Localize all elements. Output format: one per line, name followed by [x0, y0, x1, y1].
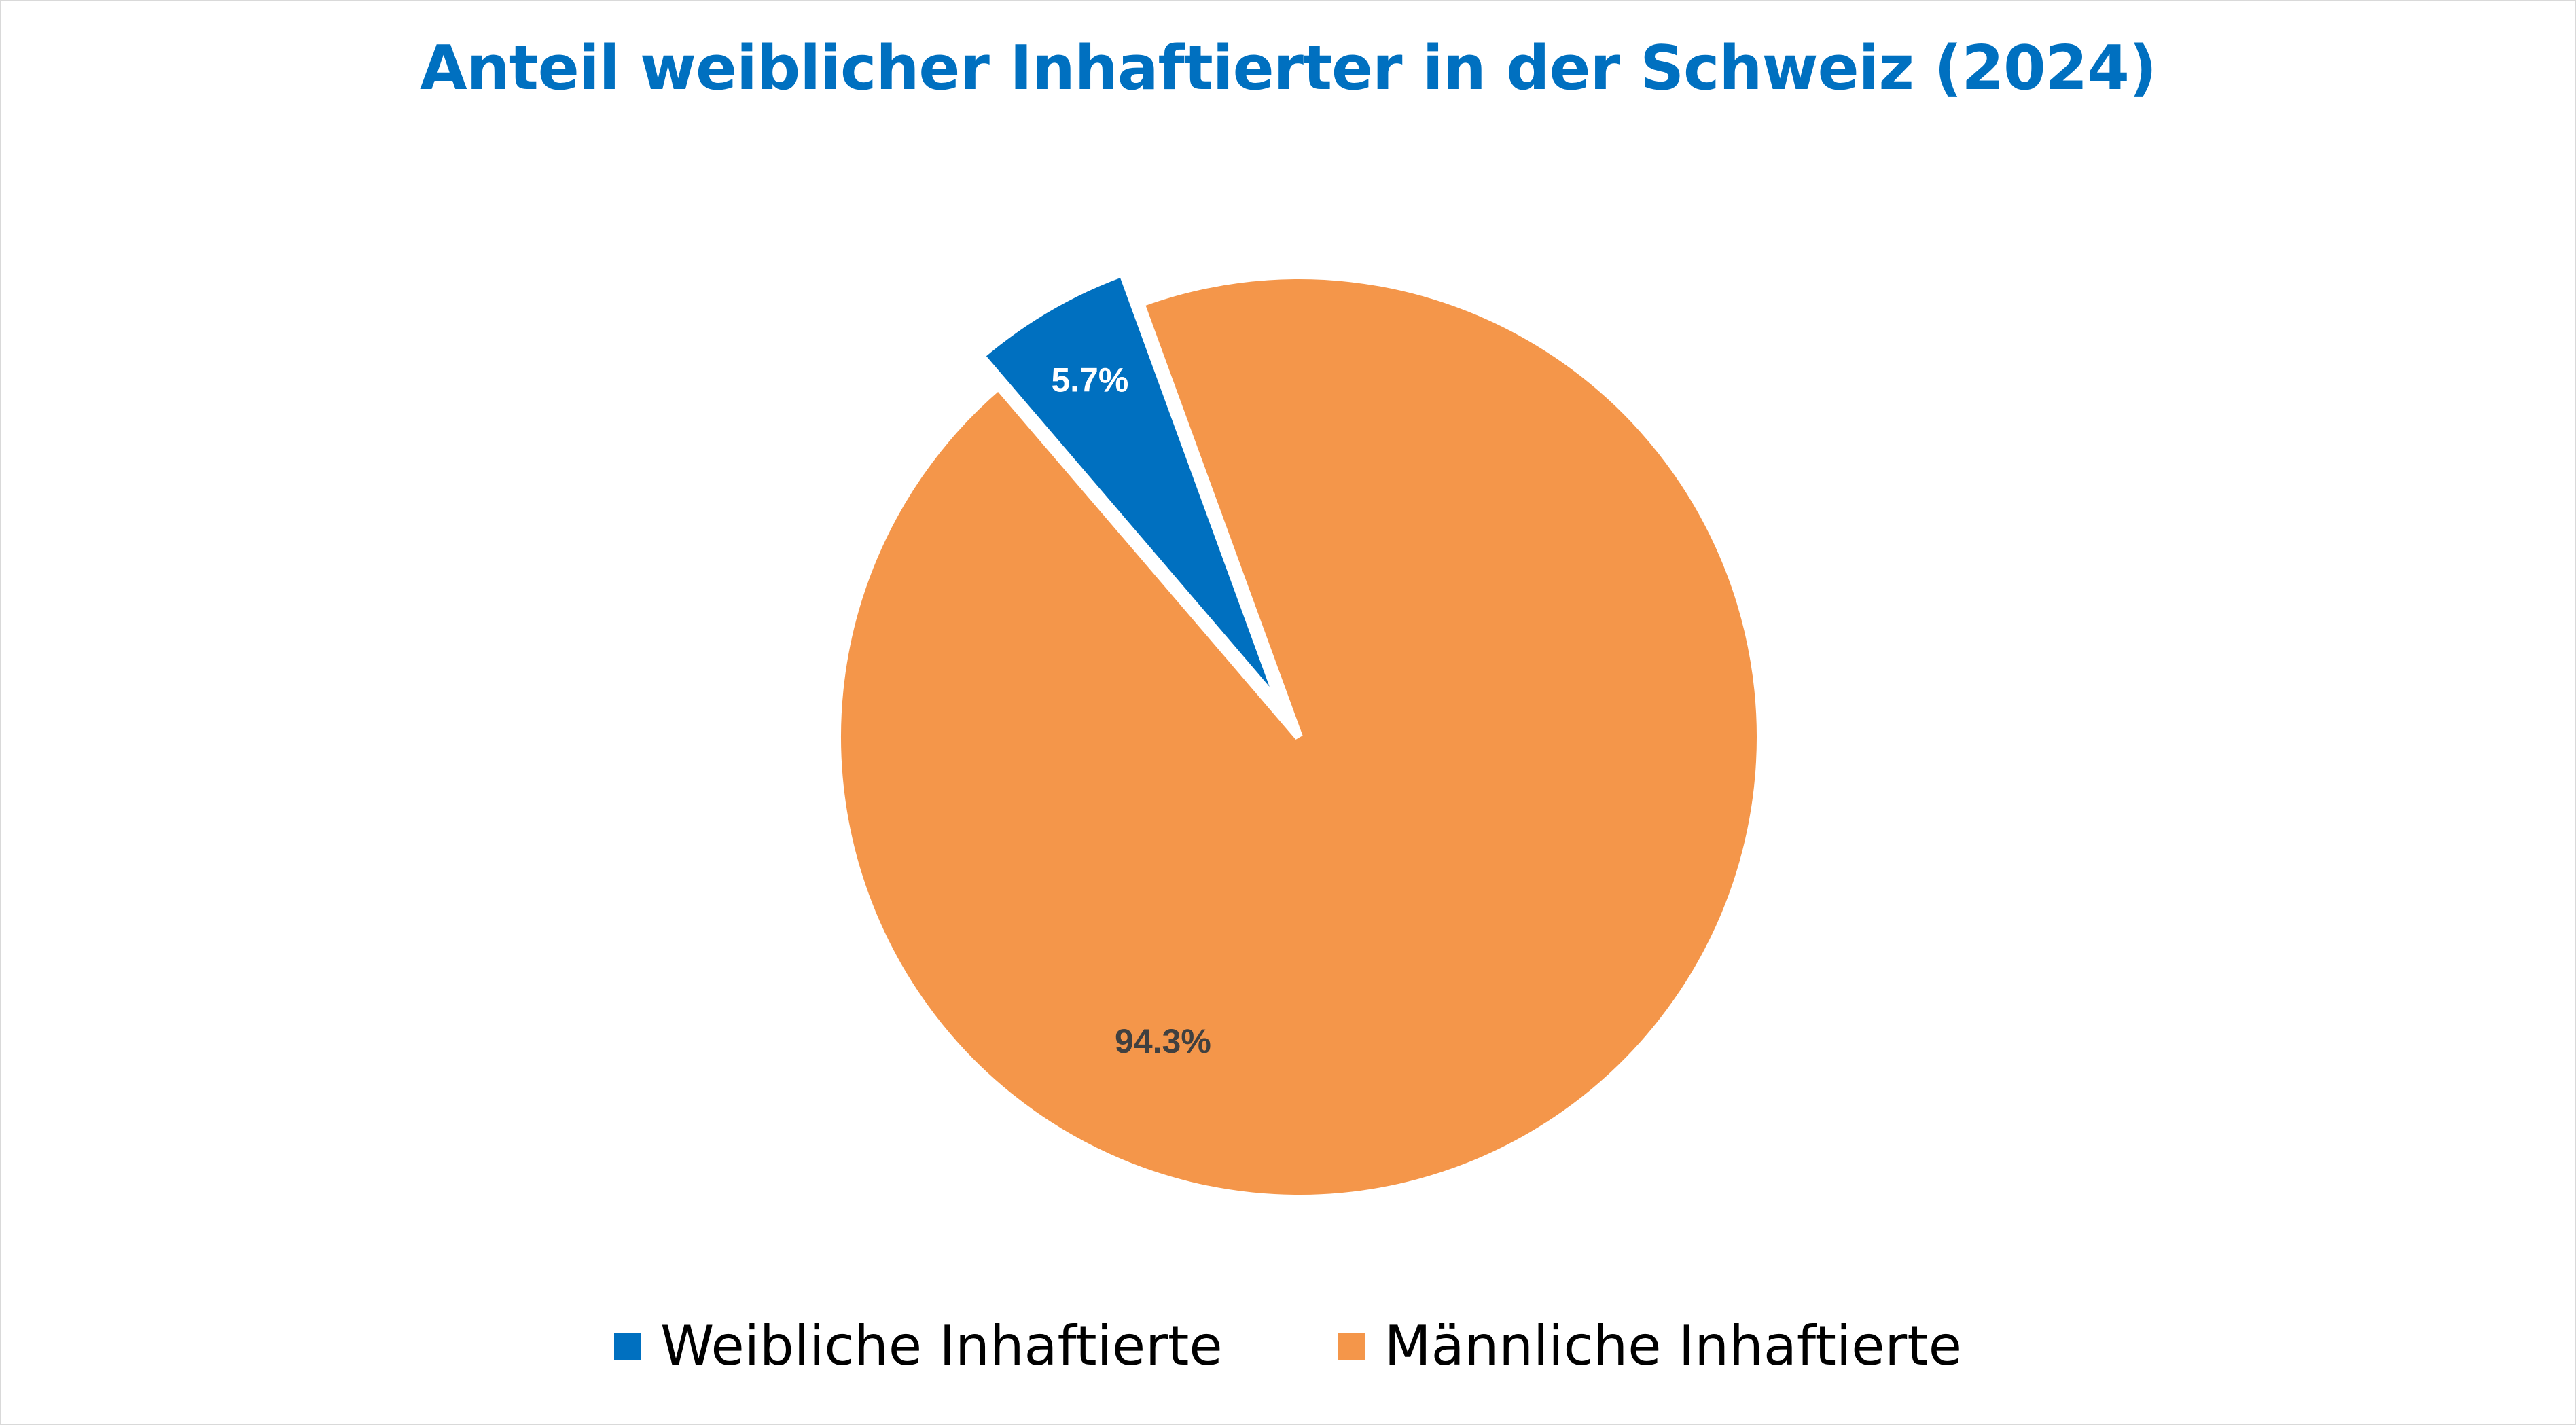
legend-swatch-maennliche [1338, 1332, 1365, 1360]
legend-label-maennliche: Männliche Inhaftierte [1384, 1314, 1962, 1377]
legend-label-weibliche: Weibliche Inhaftierte [660, 1314, 1223, 1377]
legend-swatch-weibliche [614, 1332, 642, 1360]
pie-slice-weibliche-inhaftierte[interactable] [975, 267, 1285, 710]
chart-title: Anteil weiblicher Inhaftierter in der Sc… [420, 33, 2157, 104]
legend-item-maennliche[interactable]: Männliche Inhaftierte [1338, 1314, 1962, 1377]
data-label-maennliche: 94.3% [1115, 1022, 1211, 1060]
pie-slice-maennliche-inhaftierte[interactable] [832, 271, 1765, 1203]
data-label-weibliche: 5.7% [1051, 361, 1128, 399]
legend-item-weibliche[interactable]: Weibliche Inhaftierte [614, 1314, 1223, 1377]
chart-legend: Weibliche Inhaftierte Männliche Inhaftie… [0, 1314, 2576, 1377]
